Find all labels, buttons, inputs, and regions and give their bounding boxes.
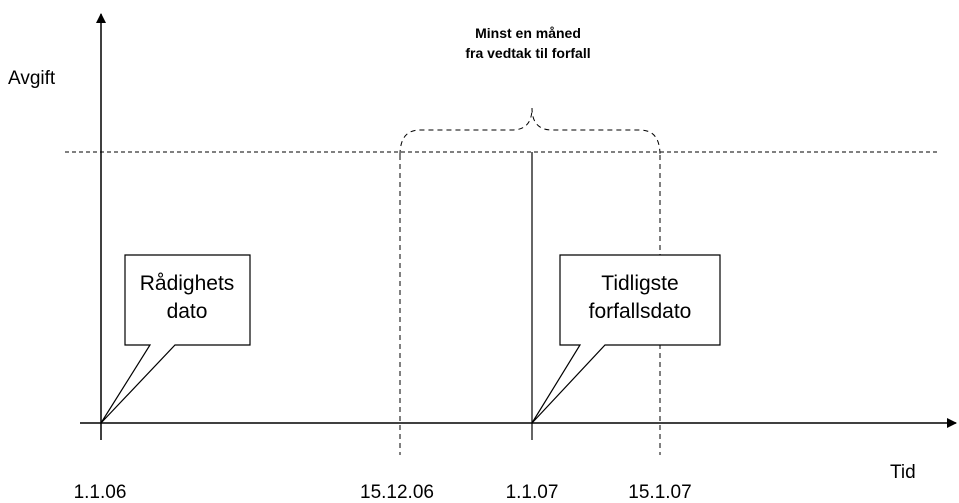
y-axis-label: Avgift bbox=[8, 68, 56, 89]
callout-text: dato bbox=[167, 300, 208, 323]
date-label: 1.1.06 bbox=[74, 482, 127, 503]
callout bbox=[100, 254, 251, 424]
date-label: 1.1.07 bbox=[506, 482, 559, 503]
callout bbox=[531, 254, 721, 424]
date-label: 15.1.07 bbox=[628, 482, 691, 503]
callout-text: Tidligste bbox=[601, 272, 678, 295]
callout-text: Rådighets bbox=[140, 272, 235, 295]
x-axis-label: Tid bbox=[890, 462, 916, 483]
annotation: fra vedtak til forfall bbox=[465, 45, 590, 61]
date-label: 15.12.06 bbox=[360, 482, 434, 503]
brace bbox=[399, 107, 661, 156]
annotation: Minst en måned bbox=[475, 25, 581, 41]
callout-text: forfallsdato bbox=[589, 300, 692, 323]
